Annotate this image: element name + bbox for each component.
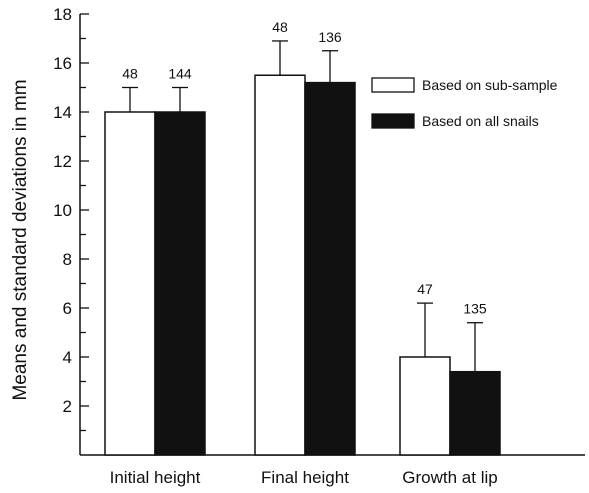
x-category-label: Initial height bbox=[110, 468, 201, 487]
sample-size-label: 136 bbox=[318, 29, 342, 45]
y-tick-label: 12 bbox=[53, 152, 72, 171]
bar-all-snails bbox=[304, 81, 356, 456]
y-axis-title: Means and standard deviations in mm bbox=[10, 79, 31, 400]
legend: Based on sub-sample Based on all snails bbox=[371, 77, 558, 129]
bar-sub-sample bbox=[104, 111, 156, 456]
legend-label: Based on sub-sample bbox=[422, 77, 558, 93]
y-tick-label: 6 bbox=[63, 299, 72, 318]
x-category-label: Final height bbox=[261, 468, 349, 487]
y-axis: 2 4 6 8 10 12 14 16 18 bbox=[53, 5, 89, 455]
legend-swatch bbox=[371, 77, 415, 93]
y-tick-label: 16 bbox=[53, 54, 72, 73]
sample-size-label: 135 bbox=[463, 301, 487, 317]
y-tick-label: 2 bbox=[63, 397, 72, 416]
sample-size-label: 48 bbox=[272, 19, 288, 35]
y-tick-label: 14 bbox=[53, 103, 72, 122]
sample-size-label: 47 bbox=[417, 281, 433, 297]
bars: 48 144 48 136 47 135 bbox=[104, 19, 501, 456]
bar-all-snails bbox=[154, 111, 206, 456]
y-tick-label: 10 bbox=[53, 201, 72, 220]
legend-swatch bbox=[371, 113, 415, 129]
legend-label: Based on all snails bbox=[422, 113, 539, 129]
sample-size-label: 144 bbox=[168, 66, 192, 82]
y-tick-label: 18 bbox=[53, 5, 72, 24]
category-labels: Initial height Final height Growth at lip bbox=[110, 468, 498, 487]
y-tick-label: 4 bbox=[63, 348, 72, 367]
bar-sub-sample bbox=[254, 74, 306, 456]
x-category-label: Growth at lip bbox=[402, 468, 497, 487]
y-ticks: 2 4 6 8 10 12 14 16 18 bbox=[53, 5, 89, 432]
sample-size-label: 48 bbox=[122, 66, 138, 82]
y-tick-label: 8 bbox=[63, 250, 72, 269]
bar-all-snails bbox=[449, 370, 501, 456]
bar-sub-sample bbox=[399, 356, 451, 456]
